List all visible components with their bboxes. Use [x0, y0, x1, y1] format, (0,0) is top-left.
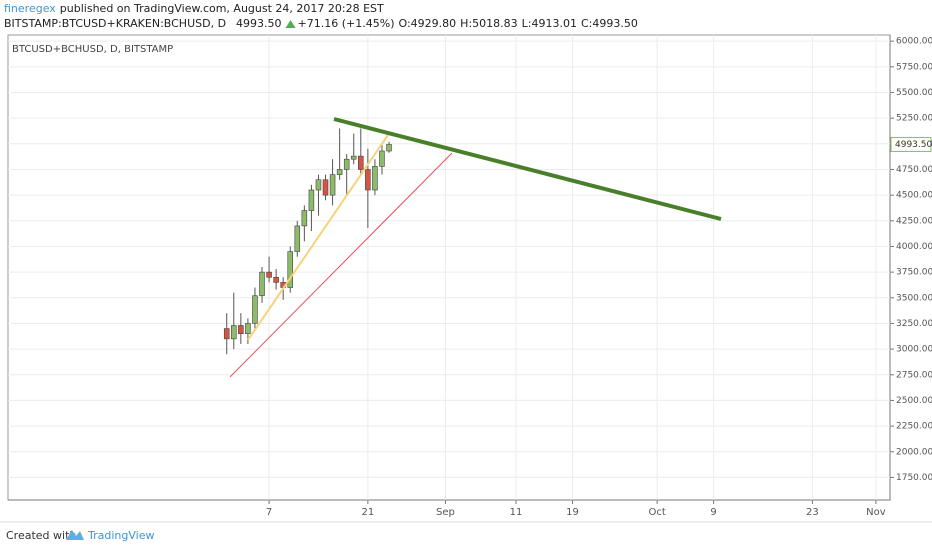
ohlc-key: L: [522, 17, 532, 30]
symbol: BITSTAMP:BTCUSD+KRAKEN:BCHUSD, D [4, 17, 226, 30]
y-tick-label: 5250.00 [896, 114, 932, 124]
candle-body [386, 144, 392, 152]
y-tick-label: 3750.00 [896, 268, 932, 278]
quote: 4993.50 +71.16 (+1.45%) [236, 17, 394, 30]
candle-body [287, 251, 294, 288]
candle-body [329, 174, 336, 196]
y-tick-label: 5500.00 [896, 88, 932, 98]
trend-line-green [333, 117, 722, 221]
ohlc-key: C: [581, 17, 592, 30]
y-tick-label: 4500.00 [896, 191, 932, 201]
candle-body [294, 225, 301, 252]
candle-body [365, 169, 371, 191]
y-tick-label: 3250.00 [896, 319, 932, 329]
y-tick-label: 2500.00 [896, 396, 932, 406]
y-tick-label: 2250.00 [896, 422, 932, 432]
candle-body [372, 166, 378, 191]
ohlc-value: 4993.50 [592, 17, 638, 30]
y-tick-label: 3000.00 [896, 345, 932, 355]
x-tick-label: 19 [566, 507, 579, 518]
x-tick-label: Sep [436, 507, 455, 518]
candles [223, 128, 392, 355]
x-tick-label: Oct [649, 507, 666, 518]
x-tick-label: 7 [266, 507, 272, 518]
y-tick-label: 4750.00 [896, 165, 932, 175]
y-tick-label: 3500.00 [896, 293, 932, 303]
y-tick-label: 4000.00 [896, 242, 932, 252]
last-price: 4993.50 [236, 17, 282, 30]
x-tick-label: 23 [806, 507, 819, 518]
candle-body [322, 179, 329, 196]
candle-body [223, 328, 230, 340]
ohlc-value: 4929.80 [411, 17, 457, 30]
candle-body [358, 155, 364, 170]
ohlc-value: 5018.83 [472, 17, 518, 30]
x-tick-label: 11 [510, 507, 523, 518]
ohlc-value: 4913.01 [532, 17, 578, 30]
ohlc: O: 4929.80 H: 5018.83 L: 4913.01 C: 4993.50 [399, 17, 638, 30]
trend-line-red [229, 152, 453, 378]
footer-brand: TradingView [87, 529, 154, 542]
candle-body [343, 158, 350, 170]
y-tick-label: 5750.00 [896, 62, 932, 72]
y-tick-label: 1750.00 [896, 473, 932, 483]
grid [8, 35, 890, 500]
candle-body [238, 325, 244, 335]
price-tag-label: 4993.50 [895, 140, 932, 150]
candle-body [336, 169, 343, 175]
candle-body [252, 295, 258, 324]
ohlc-key: H: [460, 17, 472, 30]
footer-created: Created with [6, 529, 76, 542]
y-tick-label: 2750.00 [896, 370, 932, 380]
x-tick-label: 9 [710, 507, 716, 518]
published: published on TradingView.com, August 24,… [60, 2, 384, 15]
legend: BTCUSD+BCHUSD, D, BITSTAMP [12, 44, 173, 55]
candle-body [315, 179, 322, 191]
candle-body [273, 276, 279, 283]
candle-body [379, 150, 385, 167]
author: fineregex [4, 2, 56, 15]
up-arrow [285, 20, 296, 28]
candle-body [231, 325, 237, 340]
x-tick-label: Nov [866, 507, 886, 518]
y-tick-label: 4250.00 [896, 216, 932, 226]
price-tag [890, 136, 932, 152]
candle-body [350, 155, 357, 160]
ohlc-key: O: [399, 17, 411, 30]
y-tick-label: 6000.00 [896, 37, 932, 47]
candle-body [245, 323, 251, 335]
logo [66, 530, 84, 540]
trend-line-yellow [247, 134, 389, 341]
candle-body [301, 210, 308, 227]
candle-body [266, 271, 272, 278]
change: +71.16 (+1.45%) [298, 17, 395, 30]
candle-body [259, 271, 265, 297]
y-tick-label: 2000.00 [896, 447, 932, 457]
candle-body [308, 189, 315, 211]
x-tick-label: 21 [361, 507, 374, 518]
